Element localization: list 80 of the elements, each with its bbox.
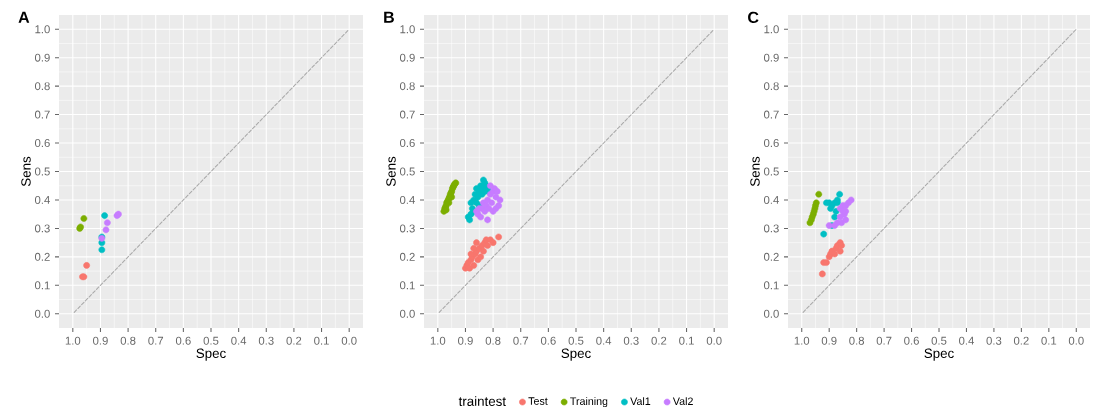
y-tick-label: 0.1 bbox=[763, 281, 779, 290]
y-tick-label: 0.7 bbox=[399, 110, 415, 119]
y-tick-label: 1.0 bbox=[35, 25, 50, 34]
y-tick-label: 0.3 bbox=[399, 224, 415, 233]
chart-title: C bbox=[748, 11, 759, 24]
y-axis-title: Sens bbox=[21, 156, 31, 187]
x-tick-label: 0.5 bbox=[931, 336, 947, 345]
x-tick-label: 0.8 bbox=[485, 336, 501, 345]
y-tick-label: 0.2 bbox=[34, 252, 50, 261]
x-tick-label: 0.7 bbox=[148, 336, 164, 345]
y-tick-label: 0.5 bbox=[763, 167, 779, 176]
y-tick-label: 1.0 bbox=[400, 25, 415, 34]
x-tick-label: 0.4 bbox=[959, 336, 975, 345]
legend-label: Val2 bbox=[672, 397, 693, 405]
y-tick-label: 0.4 bbox=[763, 195, 779, 204]
y-tick-label: 0.6 bbox=[763, 139, 779, 148]
x-tick-label: 0.4 bbox=[231, 336, 247, 345]
x-tick-label: 0.4 bbox=[596, 336, 612, 345]
x-tick-label: 0.8 bbox=[120, 336, 136, 345]
chart-title: B bbox=[384, 11, 394, 23]
y-tick-label: 0.9 bbox=[763, 53, 779, 62]
x-tick-label: 1.0 bbox=[430, 336, 446, 345]
y-tick-label: 0.7 bbox=[34, 110, 50, 119]
y-tick-label: 0.4 bbox=[399, 195, 415, 204]
x-tick-label: 1.0 bbox=[794, 336, 810, 345]
x-tick-label: 0.3 bbox=[986, 336, 1002, 345]
y-tick-label: 0.1 bbox=[399, 281, 415, 290]
y-tick-label: 0.6 bbox=[399, 139, 415, 148]
y-tick-label: 0.2 bbox=[763, 252, 779, 261]
x-tick-label: 0.2 bbox=[1013, 336, 1029, 345]
y-tick-label: 0.5 bbox=[399, 167, 415, 176]
x-axis-title: Spec bbox=[196, 348, 226, 361]
y-axis-title: Sens bbox=[386, 156, 396, 187]
y-tick-label: 0.9 bbox=[399, 53, 415, 62]
legend-label: Training bbox=[570, 397, 608, 407]
y-tick-label: 0.5 bbox=[34, 167, 50, 176]
y-tick-label: 0.3 bbox=[34, 224, 50, 233]
x-tick-label: 0.6 bbox=[904, 336, 919, 345]
y-tick-label: 0.8 bbox=[399, 82, 415, 91]
x-tick-label: 0.2 bbox=[286, 336, 302, 345]
x-tick-label: 0.6 bbox=[540, 336, 556, 345]
y-tick-label: 0.0 bbox=[34, 309, 50, 318]
x-tick-label: 0.7 bbox=[876, 336, 892, 345]
x-tick-label: 1.0 bbox=[65, 336, 81, 345]
y-tick-label: 1.0 bbox=[764, 25, 779, 34]
x-tick-label: 0.9 bbox=[93, 336, 108, 345]
x-tick-label: 0.1 bbox=[679, 336, 694, 345]
y-tick-label: 0.0 bbox=[763, 309, 779, 318]
x-axis-title: Spec bbox=[924, 348, 954, 361]
y-tick-label: 0.1 bbox=[34, 281, 50, 290]
x-axis-title: Spec bbox=[561, 348, 591, 361]
x-tick-label: 0.3 bbox=[623, 336, 639, 345]
y-tick-label: 0.2 bbox=[399, 252, 415, 261]
y-tick-label: 0.8 bbox=[34, 82, 50, 91]
x-tick-label: 0.6 bbox=[175, 336, 191, 345]
legend-label: Test bbox=[528, 397, 548, 405]
y-tick-label: 0.9 bbox=[34, 53, 50, 62]
y-tick-label: 0.3 bbox=[763, 224, 779, 233]
chart-title: A bbox=[18, 11, 30, 23]
y-axis-title: Sens bbox=[750, 156, 760, 187]
x-tick-label: 0.9 bbox=[458, 336, 473, 345]
x-tick-label: 0.0 bbox=[706, 336, 722, 345]
legend-title: traintest bbox=[458, 396, 506, 406]
y-tick-label: 0.6 bbox=[34, 139, 50, 148]
x-tick-label: 0.0 bbox=[341, 336, 357, 345]
x-tick-label: 0.2 bbox=[651, 336, 667, 345]
x-tick-label: 0.5 bbox=[203, 336, 219, 345]
x-tick-label: 0.1 bbox=[314, 336, 329, 345]
x-tick-label: 0.1 bbox=[1041, 336, 1057, 345]
y-tick-label: 0.4 bbox=[34, 195, 50, 204]
x-tick-label: 0.9 bbox=[821, 336, 837, 345]
y-tick-label: 0.8 bbox=[763, 82, 779, 91]
y-tick-label: 0.0 bbox=[399, 309, 415, 318]
legend-label: Val1 bbox=[630, 397, 651, 405]
x-tick-label: 0.8 bbox=[849, 336, 865, 345]
y-tick-label: 0.7 bbox=[763, 110, 779, 119]
x-tick-label: 0.5 bbox=[568, 336, 584, 345]
x-tick-label: 0.0 bbox=[1068, 336, 1084, 345]
x-tick-label: 0.7 bbox=[513, 336, 529, 345]
x-tick-label: 0.3 bbox=[258, 336, 274, 345]
